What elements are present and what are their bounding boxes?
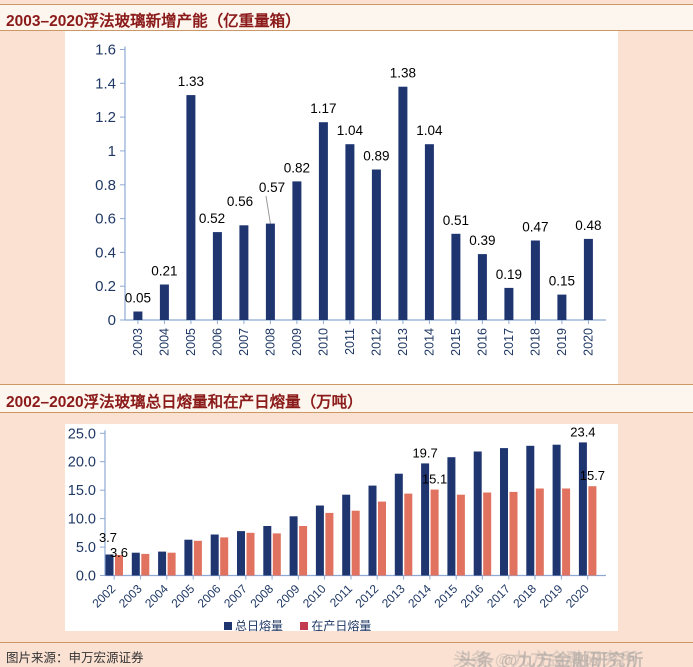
- svg-text:2011: 2011: [343, 328, 357, 355]
- svg-text:2006: 2006: [210, 328, 224, 356]
- svg-text:1.33: 1.33: [178, 74, 204, 89]
- svg-text:2017: 2017: [502, 328, 516, 356]
- svg-text:2005: 2005: [184, 328, 198, 356]
- svg-text:1.4: 1.4: [95, 75, 116, 92]
- svg-text:0.4: 0.4: [95, 244, 116, 261]
- svg-text:1.04: 1.04: [416, 123, 443, 138]
- svg-text:2006: 2006: [195, 581, 224, 610]
- svg-text:2009: 2009: [274, 581, 303, 610]
- svg-text:2003: 2003: [131, 328, 145, 356]
- svg-text:2004: 2004: [157, 328, 171, 356]
- svg-text:2018: 2018: [528, 328, 542, 356]
- svg-text:2014: 2014: [422, 328, 436, 356]
- svg-text:2009: 2009: [290, 328, 304, 356]
- svg-text:2012: 2012: [353, 581, 382, 610]
- svg-text:2005: 2005: [169, 581, 198, 610]
- svg-text:2002: 2002: [90, 581, 119, 610]
- svg-text:0.47: 0.47: [522, 220, 548, 235]
- svg-text:15.7: 15.7: [580, 468, 605, 483]
- svg-text:1.6: 1.6: [95, 42, 116, 59]
- svg-text:2013: 2013: [396, 328, 410, 356]
- svg-text:25.0: 25.0: [68, 426, 96, 442]
- svg-text:0: 0: [108, 312, 116, 329]
- svg-text:1.2: 1.2: [95, 109, 116, 126]
- svg-text:15.0: 15.0: [68, 483, 96, 499]
- svg-text:0.57: 0.57: [259, 180, 285, 195]
- svg-text:10.0: 10.0: [68, 512, 96, 528]
- svg-text:1: 1: [108, 143, 116, 160]
- svg-text:2008: 2008: [263, 328, 277, 356]
- svg-text:2010: 2010: [316, 328, 330, 356]
- svg-text:19.7: 19.7: [412, 445, 437, 460]
- svg-text:2003: 2003: [116, 581, 145, 610]
- svg-text:2012: 2012: [369, 328, 383, 356]
- svg-text:3.7: 3.7: [99, 530, 117, 545]
- svg-text:0.19: 0.19: [496, 267, 522, 282]
- svg-text:2020: 2020: [563, 581, 592, 610]
- svg-text:0.56: 0.56: [227, 194, 253, 209]
- svg-text:0.82: 0.82: [284, 160, 310, 175]
- svg-text:1.17: 1.17: [310, 101, 336, 116]
- svg-text:2010: 2010: [300, 581, 329, 610]
- svg-text:5.0: 5.0: [76, 540, 96, 556]
- svg-text:2004: 2004: [142, 581, 171, 610]
- svg-text:0.05: 0.05: [125, 291, 151, 306]
- svg-text:15.1: 15.1: [422, 472, 447, 487]
- svg-text:0.2: 0.2: [95, 278, 116, 295]
- svg-text:2018: 2018: [510, 581, 539, 610]
- svg-text:0.51: 0.51: [443, 213, 469, 228]
- svg-text:0.48: 0.48: [575, 218, 601, 233]
- svg-text:2013: 2013: [379, 581, 408, 610]
- svg-text:0.6: 0.6: [95, 211, 116, 228]
- svg-text:23.4: 23.4: [570, 424, 595, 439]
- svg-text:2015: 2015: [449, 328, 463, 356]
- svg-text:0.15: 0.15: [549, 274, 575, 289]
- svg-text:2007: 2007: [221, 581, 250, 610]
- svg-text:0.8: 0.8: [95, 177, 116, 194]
- svg-text:1.38: 1.38: [390, 66, 416, 81]
- svg-text:1.04: 1.04: [337, 123, 364, 138]
- svg-text:0.0: 0.0: [76, 569, 96, 585]
- svg-text:20.0: 20.0: [68, 455, 96, 471]
- svg-text:2011: 2011: [327, 581, 355, 609]
- svg-text:2016: 2016: [458, 581, 487, 610]
- svg-text:2020: 2020: [581, 328, 595, 356]
- svg-text:2016: 2016: [475, 328, 489, 356]
- svg-text:2015: 2015: [432, 581, 461, 610]
- svg-text:0.89: 0.89: [363, 149, 389, 164]
- svg-text:0.39: 0.39: [469, 233, 495, 248]
- svg-text:0.52: 0.52: [199, 211, 225, 226]
- svg-text:0.21: 0.21: [151, 264, 177, 279]
- svg-text:2019: 2019: [537, 581, 566, 610]
- svg-text:2019: 2019: [555, 328, 569, 356]
- svg-text:3.6: 3.6: [110, 545, 128, 560]
- svg-text:2014: 2014: [405, 581, 434, 610]
- svg-text:2008: 2008: [247, 581, 276, 610]
- svg-text:2007: 2007: [237, 328, 251, 356]
- svg-text:2017: 2017: [484, 581, 513, 610]
